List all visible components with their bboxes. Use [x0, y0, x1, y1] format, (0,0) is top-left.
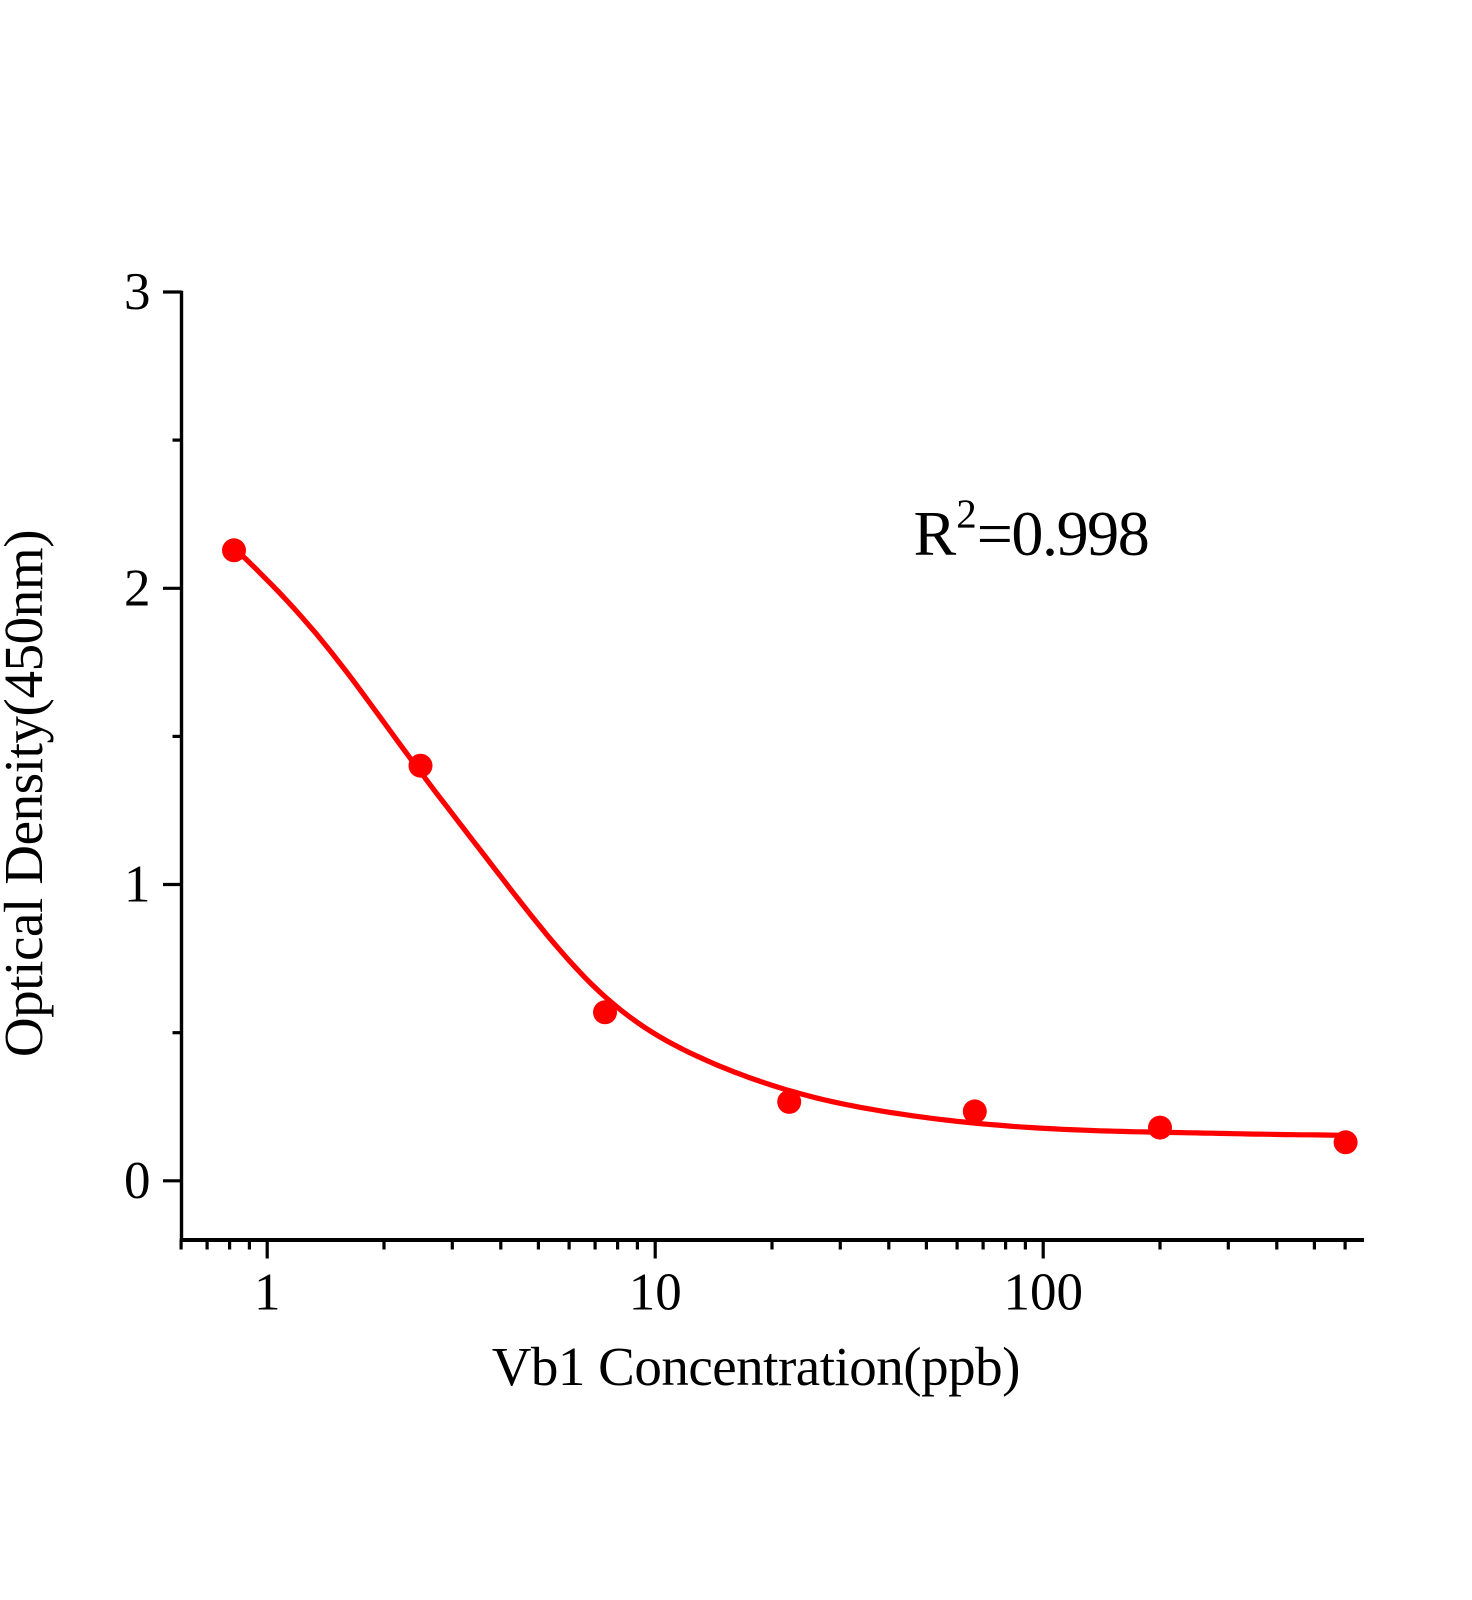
svg-text:Optical Density(450nm): Optical Density(450nm) — [0, 530, 54, 1057]
svg-text:2: 2 — [124, 560, 151, 618]
svg-text:10: 10 — [629, 1264, 682, 1322]
svg-text:Vb1 Concentration(ppb): Vb1 Concentration(ppb) — [492, 1336, 1020, 1397]
svg-text:1: 1 — [124, 856, 151, 914]
svg-text:R2=0.998: R2=0.998 — [914, 491, 1149, 569]
svg-text:0: 0 — [124, 1152, 151, 1210]
svg-text:3: 3 — [124, 263, 151, 321]
svg-text:1: 1 — [254, 1264, 281, 1322]
svg-text:100: 100 — [1003, 1264, 1083, 1322]
